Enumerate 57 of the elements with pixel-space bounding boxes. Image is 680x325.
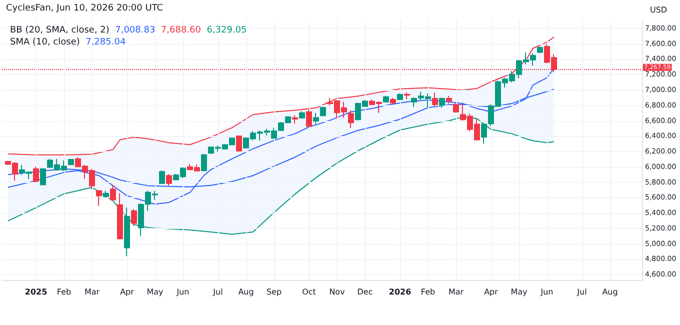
- x-tick-label: Mar: [448, 288, 464, 296]
- candlestick: [117, 192, 123, 240]
- x-tick-label: Aug: [602, 288, 618, 296]
- text: CyclesFan, Jun 10, 2026 20:00 UTC: [6, 4, 164, 14]
- candlestick: [110, 184, 116, 202]
- candlestick: [404, 92, 410, 100]
- candlestick: [537, 46, 543, 54]
- candlestick: [201, 153, 207, 172]
- x-tick-label: Oct: [302, 288, 316, 296]
- candlestick: [313, 112, 319, 124]
- candlestick: [306, 109, 312, 128]
- candlestick: [166, 174, 172, 186]
- candlestick: [481, 123, 487, 144]
- annotation: BB (20, SMA, close, 2): [10, 26, 110, 36]
- candlestick: [383, 95, 389, 104]
- candlestick: [236, 134, 242, 152]
- annotation: SMA (10, close): [10, 38, 80, 48]
- candlestick: [432, 92, 438, 108]
- x-tick-label: Nov: [329, 288, 346, 296]
- x-tick-label: Apr: [120, 288, 135, 296]
- x-tick-label: Feb: [420, 288, 436, 296]
- x-tick-label: Feb: [56, 288, 72, 296]
- candlestick: [68, 158, 74, 166]
- x-tick-label: Aug: [238, 288, 254, 296]
- candlestick: [320, 106, 326, 117]
- x-tick-label: Jun: [176, 288, 190, 296]
- x-tick-label: Dec: [357, 288, 373, 296]
- candlestick: [96, 190, 102, 206]
- candlestick: [33, 166, 39, 183]
- candlestick: [348, 110, 354, 128]
- x-tick-label: May: [510, 288, 528, 296]
- line-series: [8, 68, 554, 205]
- candlestick: [131, 208, 137, 226]
- x-tick-label: Jun: [540, 288, 554, 296]
- candlestick: [397, 92, 403, 101]
- x-tick-label: Jul: [576, 288, 587, 296]
- candlestick: [439, 97, 445, 108]
- candlestick: [40, 168, 46, 186]
- annotation: 7,008.83: [115, 26, 156, 36]
- annotation: 7,285.04: [86, 38, 126, 48]
- x-tick-label: 2026: [388, 288, 412, 296]
- x-tick-label: 2025: [24, 288, 48, 296]
- x-tick-label: Mar: [84, 288, 100, 296]
- candlestick: [103, 190, 109, 198]
- x-tick-label: Jul: [212, 288, 223, 296]
- x-tick-label: Sep: [266, 288, 282, 296]
- annotation: 7,688.60: [160, 26, 202, 36]
- x-tick-label: Apr: [484, 288, 499, 296]
- candlestick: [453, 102, 459, 114]
- annotation: 6,329.05: [206, 26, 247, 36]
- candlestick: [446, 95, 452, 104]
- x-tick-label: May: [146, 288, 164, 296]
- y-axis-title: USD: [650, 6, 668, 14]
- candlestick: [299, 110, 305, 120]
- candlestick: [159, 170, 165, 184]
- candlestick: [390, 97, 396, 105]
- candlestick: [292, 114, 298, 124]
